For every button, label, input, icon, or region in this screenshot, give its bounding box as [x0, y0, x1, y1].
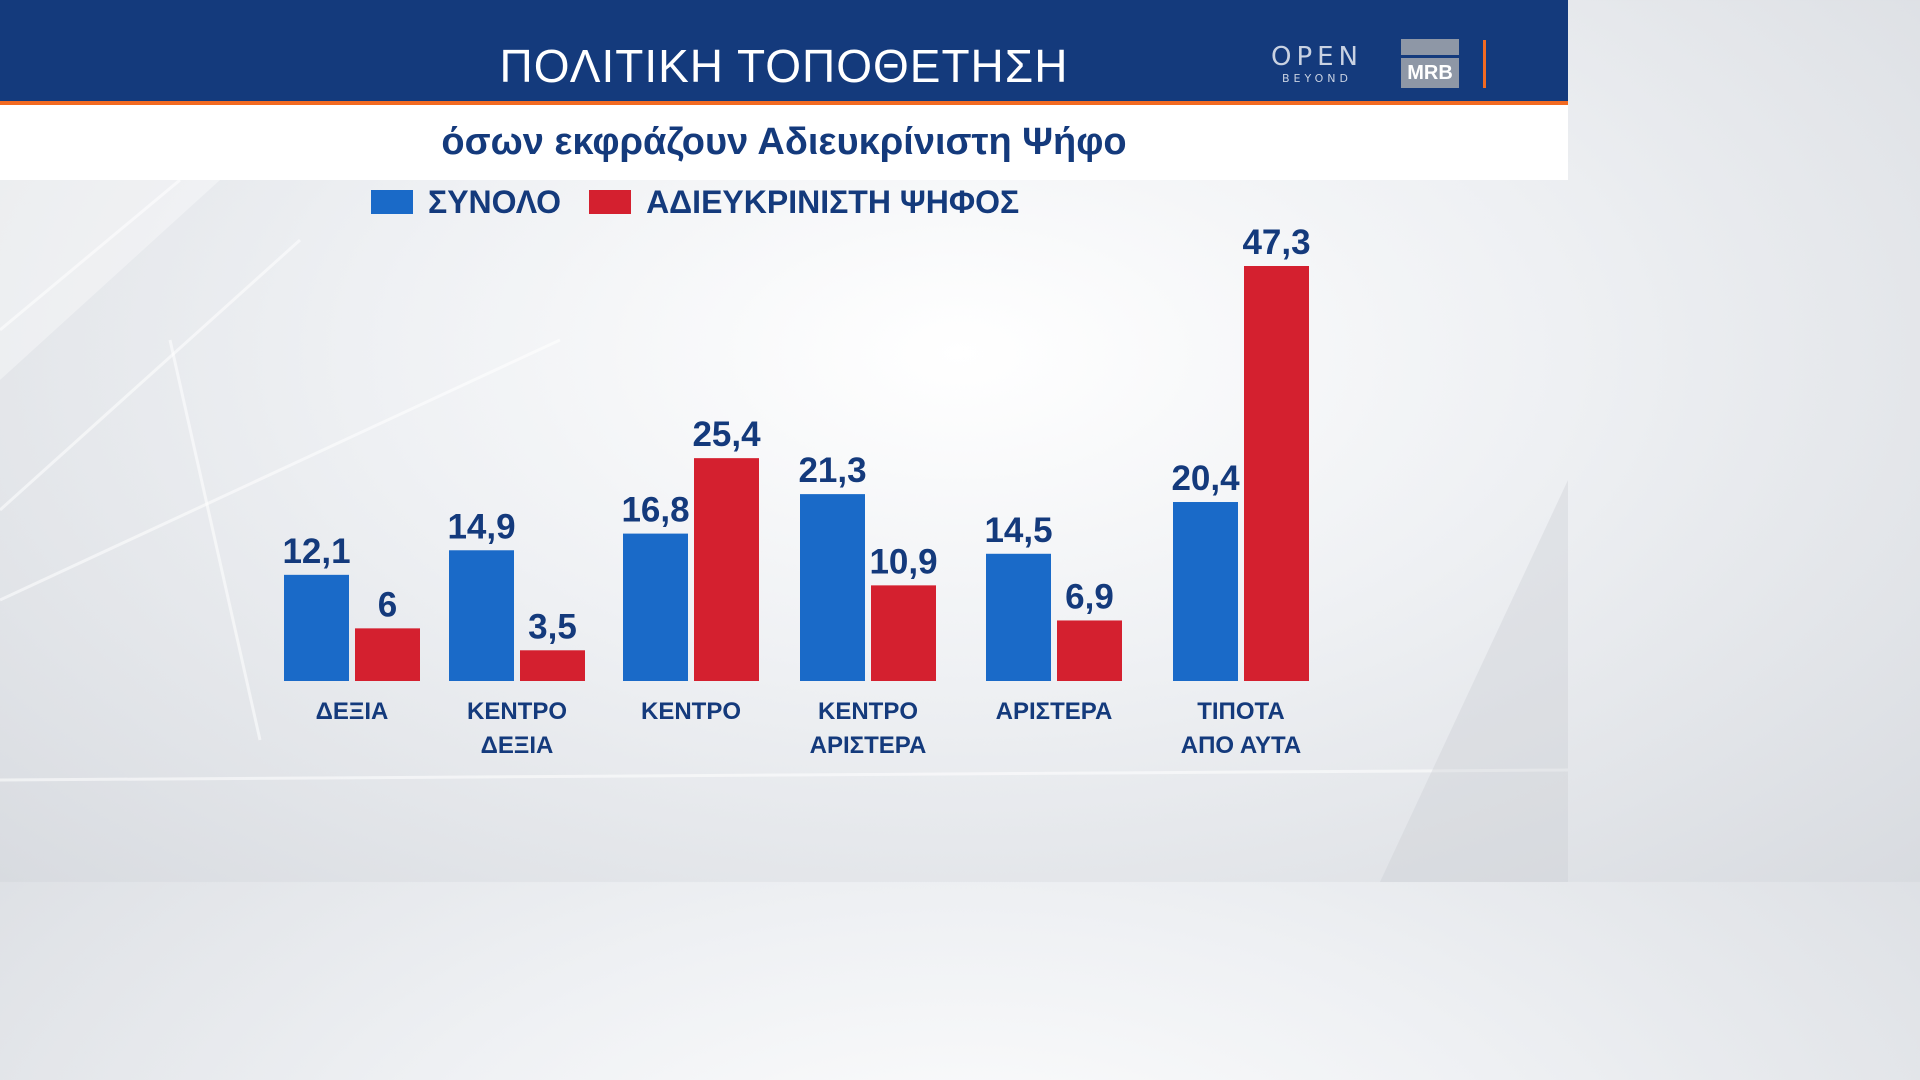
data-label-total-1: 14,9 [447, 507, 515, 546]
category-label-5-0: ΤΙΠΟΤΑ [1197, 698, 1285, 725]
bar-undecided-3 [871, 585, 936, 681]
bar-undecided-2 [694, 458, 759, 681]
bar-chart: 12,1 6 ΔΕΞΙΑ 14,9 3,5 ΚΕΝΤΡΟ ΔΕΞΙΑ 16,825,4 ΚΕΝΤ… [282, 223, 1310, 759]
open-logo-text: OPEN [1270, 42, 1364, 72]
category-label-3-0: ΚΕΝΤΡΟ [818, 698, 918, 725]
subtitle-bar: όσων εκφράζουν Αδιευκρίνιστη Ψήφο [0, 105, 1568, 180]
open-beyond-logo: OPEN BEYOND [1262, 42, 1372, 86]
legend-item-total: ΣΥΝΟΛΟ [371, 182, 561, 222]
data-label-undecided-2: 25,4 [692, 415, 761, 454]
header-bar: ΠΟΛΙΤΙΚΗ ΤΟΠΟΘΕΤΗΣΗ OPEN BEYOND MRB [0, 0, 1568, 105]
legend-swatch-undecided [589, 190, 632, 214]
bar-total-5 [1173, 502, 1238, 681]
data-label-undecided-5: 47,3 [1242, 223, 1310, 262]
category-label-1-0: ΚΕΝΤΡΟ [467, 698, 567, 725]
bar-undecided-5 [1244, 266, 1309, 681]
category-label-4-0: ΑΡΙΣΤΕΡΑ [996, 698, 1113, 725]
data-label-undecided-4: 6,9 [1065, 577, 1114, 616]
bar-total-2 [623, 533, 688, 681]
chart-subtitle: όσων εκφράζουν Αδιευκρίνιστη Ψήφο [441, 121, 1127, 163]
bar-total-1 [449, 550, 514, 681]
open-logo-subtext: BEYOND [1282, 72, 1352, 85]
data-label-total-2: 16,8 [621, 491, 689, 530]
bar-total-0 [284, 574, 349, 681]
category-label-1-1: ΔΕΞΙΑ [481, 732, 554, 759]
data-label-total-5: 20,4 [1171, 459, 1240, 498]
mrb-logo-bar [1401, 39, 1459, 55]
category-label-0-0: ΔΕΞΙΑ [316, 698, 389, 725]
logo-divider [1483, 40, 1486, 88]
category-label-5-1: ΑΠΟ ΑΥΤΑ [1181, 732, 1301, 759]
legend-label-total: ΣΥΝΟΛΟ [428, 184, 562, 220]
legend-label-undecided: ΑΔΙΕΥΚΡΙΝΙΣΤΗ ΨΗΦΟΣ [646, 184, 1020, 220]
data-label-total-3: 21,3 [798, 451, 866, 490]
data-label-undecided-0: 6 [378, 585, 397, 624]
chart-legend: ΣΥΝΟΛΟ ΑΔΙΕΥΚΡΙΝΙΣΤΗ ΨΗΦΟΣ [371, 182, 1047, 222]
category-label-3-1: ΑΡΙΣΤΕΡΑ [810, 732, 927, 759]
data-label-undecided-1: 3,5 [528, 607, 577, 646]
bar-undecided-1 [520, 650, 585, 681]
page-title: ΠΟΛΙΤΙΚΗ ΤΟΠΟΘΕΤΗΣΗ [499, 40, 1069, 92]
data-label-total-0: 12,1 [282, 532, 350, 571]
bar-total-4 [986, 553, 1051, 681]
mrb-logo: MRB [1401, 39, 1459, 88]
legend-item-undecided: ΑΔΙΕΥΚΡΙΝΙΣΤΗ ΨΗΦΟΣ [589, 182, 1019, 222]
mrb-logo-text: MRB [1401, 58, 1459, 88]
bar-undecided-4 [1057, 620, 1122, 681]
data-label-total-4: 14,5 [984, 511, 1052, 550]
legend-swatch-total [371, 190, 413, 214]
data-label-undecided-3: 10,9 [869, 542, 937, 581]
category-label-2-0: ΚΕΝΤΡΟ [641, 698, 741, 725]
bar-total-3 [800, 494, 865, 681]
bar-undecided-0 [355, 628, 420, 681]
